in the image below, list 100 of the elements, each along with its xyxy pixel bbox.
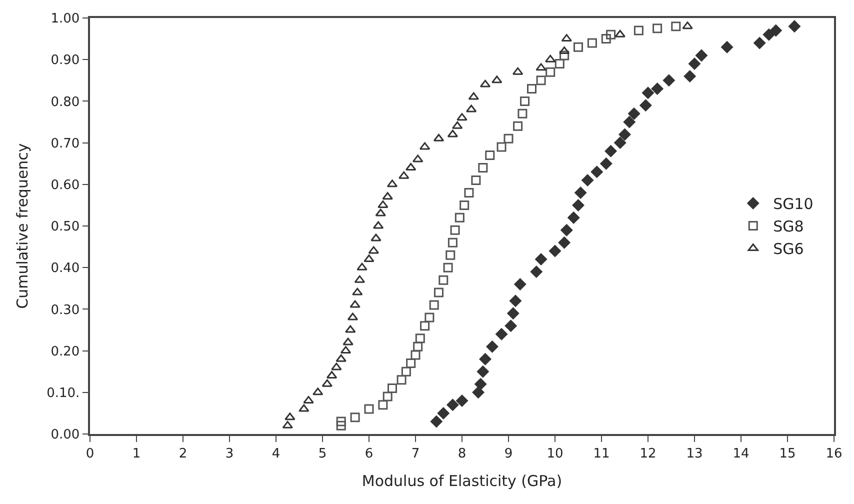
- point: [352, 288, 363, 296]
- point: [496, 142, 506, 152]
- point: [464, 188, 474, 198]
- y-tick-label: 0.20: [50, 344, 80, 360]
- point: [496, 328, 508, 340]
- point: [754, 37, 766, 49]
- point: [298, 404, 310, 412]
- point: [558, 236, 570, 249]
- point: [590, 166, 603, 178]
- point: [437, 407, 450, 420]
- y-tick-label: 0.90: [50, 53, 80, 68]
- y-tick-label: 0.50: [50, 220, 80, 235]
- point: [429, 300, 439, 310]
- point: [572, 199, 584, 212]
- point: [356, 262, 368, 270]
- point: [446, 250, 456, 260]
- point: [601, 34, 611, 44]
- point: [536, 63, 546, 71]
- point: [560, 224, 573, 236]
- x-tick-label: 9: [504, 446, 513, 462]
- point: [682, 22, 693, 30]
- point: [460, 200, 470, 210]
- point: [413, 342, 423, 352]
- point: [336, 354, 346, 362]
- point: [396, 375, 406, 385]
- point: [568, 212, 580, 224]
- x-tick-label: 14: [732, 446, 750, 462]
- point: [671, 22, 681, 32]
- point: [600, 158, 612, 170]
- y-tick-label: 0.30: [50, 302, 80, 318]
- point: [382, 192, 393, 200]
- point: [303, 396, 314, 404]
- y-tick-label: 0.10.: [46, 386, 80, 401]
- point: [284, 412, 296, 420]
- point: [406, 358, 416, 368]
- point: [479, 353, 492, 366]
- point: [476, 366, 489, 378]
- point: [561, 34, 572, 42]
- y-tick-label: 0.70: [50, 136, 80, 152]
- point: [454, 212, 464, 222]
- x-tick-label: 8: [458, 446, 466, 462]
- point: [398, 171, 410, 179]
- point: [420, 321, 430, 331]
- point: [688, 58, 700, 70]
- point: [350, 300, 360, 308]
- point: [504, 134, 514, 144]
- point: [378, 200, 388, 208]
- point: [582, 174, 594, 186]
- point: [410, 350, 420, 360]
- point: [486, 340, 498, 353]
- y-tick-label: 0.80: [50, 94, 80, 110]
- point: [606, 30, 616, 40]
- point: [530, 266, 542, 278]
- x-tick-label: 1: [132, 446, 141, 462]
- point: [587, 38, 597, 48]
- y-tick-label: 1.00: [50, 12, 80, 27]
- point: [446, 398, 459, 411]
- point: [474, 378, 487, 390]
- x-tick-label: 6: [364, 446, 374, 462]
- x-axis-title: Modulus of Elasticity (GPa): [362, 472, 562, 490]
- point: [350, 412, 360, 422]
- point: [450, 225, 460, 235]
- point: [546, 67, 556, 77]
- point: [375, 208, 386, 216]
- point: [604, 145, 617, 158]
- point: [331, 362, 342, 370]
- point: [370, 234, 382, 242]
- point: [438, 275, 448, 285]
- point: [282, 420, 293, 428]
- point: [642, 86, 654, 99]
- point: [434, 288, 444, 298]
- point: [554, 59, 564, 69]
- y-tick-label: 0.00: [50, 428, 80, 443]
- point: [518, 108, 528, 118]
- point: [513, 121, 523, 131]
- point: [510, 294, 522, 307]
- point: [448, 238, 458, 248]
- x-tick-label: 5: [318, 446, 327, 462]
- point: [430, 416, 442, 428]
- point: [640, 99, 652, 112]
- point: [401, 366, 411, 376]
- point: [478, 163, 488, 173]
- point: [527, 84, 536, 94]
- point: [549, 245, 561, 257]
- x-tick-label: 10: [546, 446, 564, 462]
- point: [574, 186, 587, 199]
- point: [504, 320, 517, 332]
- point: [651, 82, 664, 95]
- point: [520, 96, 530, 106]
- point: [721, 41, 733, 54]
- point: [628, 108, 640, 120]
- point: [336, 416, 346, 426]
- point: [634, 26, 644, 36]
- point: [614, 136, 626, 149]
- point: [684, 70, 696, 82]
- x-tick-label: 7: [411, 446, 420, 462]
- point: [485, 150, 495, 160]
- point: [471, 175, 481, 185]
- point: [456, 113, 468, 121]
- x-tick-label: 11: [593, 446, 610, 462]
